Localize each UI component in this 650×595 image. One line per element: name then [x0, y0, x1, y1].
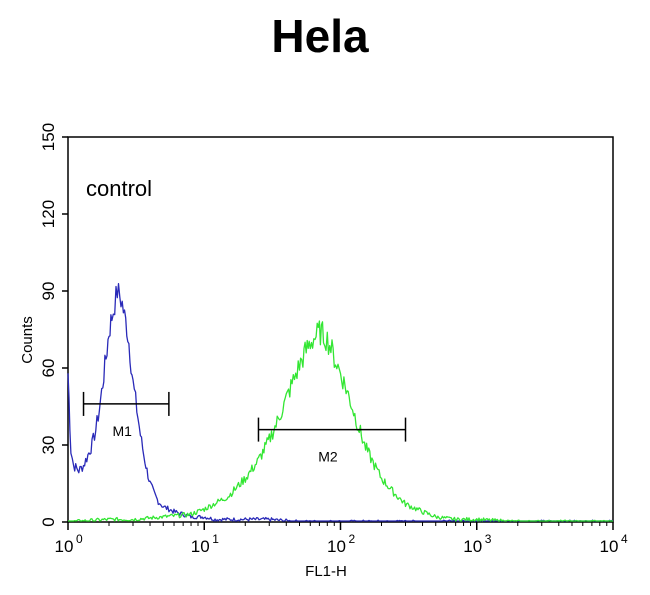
x-tick-exponent: 3 [485, 532, 492, 546]
y-tick-label: 90 [39, 282, 58, 301]
gate-marker-m1: M1 [82, 391, 170, 439]
control-annotation: control [86, 176, 152, 201]
x-tick-exponent: 2 [349, 532, 356, 546]
y-tick-label: 60 [39, 359, 58, 378]
x-axis-label: FL1-H [305, 563, 347, 580]
x-tick-label: 10 [55, 537, 74, 556]
y-tick-label: 30 [39, 436, 58, 455]
gate-label: M2 [318, 449, 338, 465]
y-axis-label: Counts [19, 316, 36, 364]
y-tick-label: 150 [39, 123, 58, 151]
histogram-series-2 [68, 320, 613, 522]
x-tick-label: 10 [191, 537, 210, 556]
x-tick-exponent: 0 [76, 532, 83, 546]
gate-label: M1 [112, 423, 132, 439]
x-tick-label: 10 [463, 537, 482, 556]
x-tick-label: 10 [327, 537, 346, 556]
plot-frame [67, 136, 614, 523]
series-layer [67, 283, 614, 522]
y-tick-label: 120 [39, 200, 58, 228]
x-tick-exponent: 1 [212, 532, 219, 546]
x-tick-label: 10 [600, 537, 619, 556]
plot-area [67, 136, 614, 523]
chart-title: Hela [271, 10, 369, 62]
x-tick-exponent: 4 [621, 532, 628, 546]
y-tick-label: 0 [39, 517, 58, 526]
gate-marker-m2: M2 [257, 417, 407, 465]
x-axis: 10 0 10 1 10 2 10 3 10 4 [55, 522, 628, 556]
y-axis: 0 30 60 90 120 150 [39, 123, 68, 527]
gate-markers: M1 M2 [82, 391, 407, 465]
